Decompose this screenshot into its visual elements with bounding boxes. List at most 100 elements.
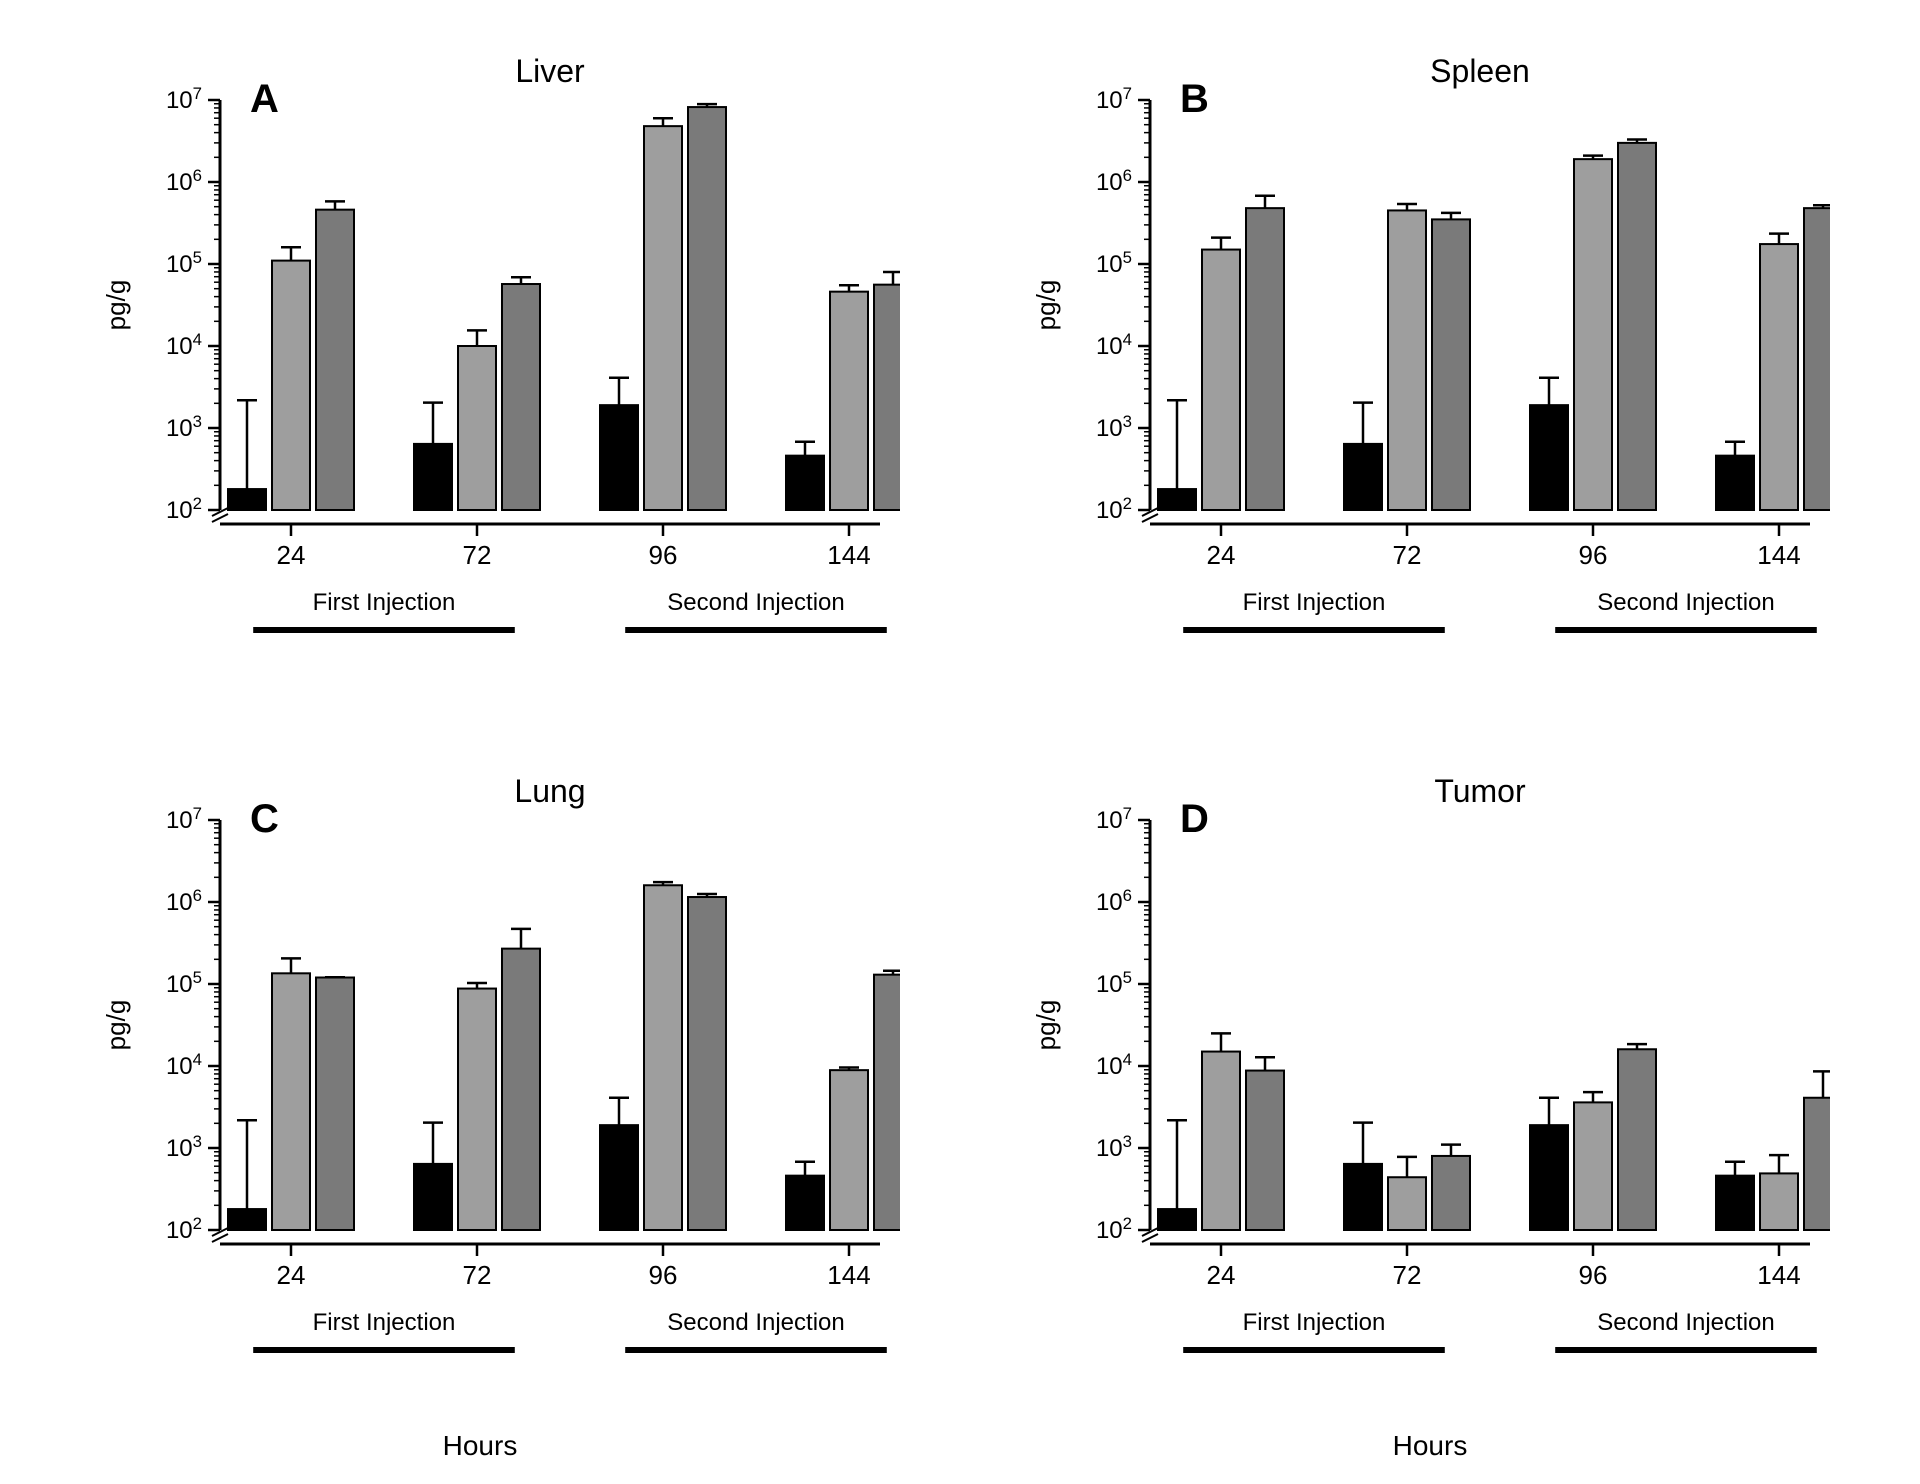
bar xyxy=(1804,208,1830,510)
bar xyxy=(874,975,900,1230)
bar xyxy=(414,444,452,510)
svg-text:102: 102 xyxy=(166,494,202,525)
bar xyxy=(1158,1209,1196,1230)
panel-title: Spleen xyxy=(1430,53,1530,89)
panel-d: 102103104105106107pg/gTumorD247296144Fir… xyxy=(1010,760,1830,1400)
svg-text:106: 106 xyxy=(166,166,202,197)
panel-a: 102103104105106107pg/gLiverA247296144Fir… xyxy=(80,40,900,680)
panel-letter: D xyxy=(1180,797,1209,841)
svg-text:103: 103 xyxy=(1096,412,1132,443)
bar xyxy=(1344,1164,1382,1230)
panel-title: Liver xyxy=(515,53,585,89)
bar xyxy=(1716,1176,1754,1230)
svg-text:104: 104 xyxy=(166,1050,202,1081)
x-axis-label: Hours xyxy=(1330,1430,1530,1462)
bar xyxy=(1760,1173,1798,1230)
y-axis-label: pg/g xyxy=(101,1000,131,1051)
y-axis-label: pg/g xyxy=(1031,1000,1061,1051)
bar xyxy=(688,897,726,1230)
x-axis-label: Hours xyxy=(380,1430,580,1462)
bar xyxy=(1388,210,1426,510)
x-tick-label: 72 xyxy=(1393,1260,1422,1290)
svg-text:105: 105 xyxy=(166,248,202,279)
injection-label: First Injection xyxy=(1243,589,1386,616)
bar xyxy=(272,973,310,1230)
bar xyxy=(786,456,824,510)
panel-title: Lung xyxy=(514,773,585,809)
bar xyxy=(316,210,354,510)
svg-text:104: 104 xyxy=(1096,330,1132,361)
bar xyxy=(1574,1102,1612,1230)
x-tick-label: 72 xyxy=(463,540,492,570)
bar xyxy=(502,284,540,510)
bar xyxy=(600,1125,638,1230)
svg-text:105: 105 xyxy=(1096,968,1132,999)
injection-label: Second Injection xyxy=(1597,589,1774,616)
svg-text:107: 107 xyxy=(166,804,202,835)
svg-text:106: 106 xyxy=(1096,166,1132,197)
svg-text:104: 104 xyxy=(1096,1050,1132,1081)
bar xyxy=(316,978,354,1230)
panel-title: Tumor xyxy=(1434,773,1526,809)
injection-label: First Injection xyxy=(313,1309,456,1336)
svg-text:105: 105 xyxy=(1096,248,1132,279)
bar xyxy=(688,107,726,510)
x-tick-label: 96 xyxy=(1579,1260,1608,1290)
bar xyxy=(1158,489,1196,510)
y-axis-label: pg/g xyxy=(1031,280,1061,331)
panel-letter: B xyxy=(1180,77,1209,121)
svg-text:104: 104 xyxy=(166,330,202,361)
bar xyxy=(1530,1125,1568,1230)
bar xyxy=(1760,244,1798,510)
bar xyxy=(1432,1156,1470,1230)
x-tick-label: 96 xyxy=(649,1260,678,1290)
x-tick-label: 72 xyxy=(1393,540,1422,570)
bar xyxy=(830,1070,868,1230)
bar xyxy=(228,1209,266,1230)
x-tick-label: 24 xyxy=(1207,540,1236,570)
injection-label: Second Injection xyxy=(1597,1309,1774,1336)
panel-b: 102103104105106107pg/gSpleenB247296144Fi… xyxy=(1010,40,1830,680)
bar xyxy=(830,292,868,510)
svg-text:103: 103 xyxy=(166,412,202,443)
bar xyxy=(1574,159,1612,510)
svg-text:102: 102 xyxy=(166,1214,202,1245)
svg-text:102: 102 xyxy=(1096,1214,1132,1245)
svg-text:107: 107 xyxy=(166,84,202,115)
x-tick-label: 24 xyxy=(1207,1260,1236,1290)
x-tick-label: 96 xyxy=(649,540,678,570)
x-tick-label: 144 xyxy=(827,1260,870,1290)
svg-text:103: 103 xyxy=(166,1132,202,1163)
svg-text:106: 106 xyxy=(1096,886,1132,917)
bar xyxy=(1618,1049,1656,1230)
x-tick-label: 72 xyxy=(463,1260,492,1290)
bar xyxy=(272,261,310,510)
bar xyxy=(458,989,496,1230)
injection-label: First Injection xyxy=(313,589,456,616)
x-tick-label: 144 xyxy=(827,540,870,570)
x-tick-label: 144 xyxy=(1757,1260,1800,1290)
bar xyxy=(1618,143,1656,510)
bar xyxy=(600,405,638,510)
panel-letter: C xyxy=(250,797,279,841)
svg-text:105: 105 xyxy=(166,968,202,999)
bar xyxy=(502,949,540,1230)
x-tick-label: 96 xyxy=(1579,540,1608,570)
bar xyxy=(1432,219,1470,510)
injection-label: Second Injection xyxy=(667,1309,844,1336)
bar xyxy=(1246,1071,1284,1230)
injection-label: Second Injection xyxy=(667,589,844,616)
svg-text:103: 103 xyxy=(1096,1132,1132,1163)
svg-text:107: 107 xyxy=(1096,84,1132,115)
bar xyxy=(414,1164,452,1230)
bar xyxy=(1716,456,1754,510)
svg-text:107: 107 xyxy=(1096,804,1132,835)
bar xyxy=(228,489,266,510)
bar xyxy=(1388,1177,1426,1230)
x-tick-label: 24 xyxy=(277,1260,306,1290)
panel-c: 102103104105106107pg/gLungC247296144Firs… xyxy=(80,760,900,1400)
bar xyxy=(644,885,682,1230)
x-tick-label: 144 xyxy=(1757,540,1800,570)
bar xyxy=(1530,405,1568,510)
bar xyxy=(786,1176,824,1230)
